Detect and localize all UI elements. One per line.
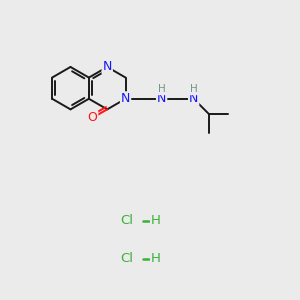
Text: O: O: [88, 111, 98, 124]
Text: N: N: [103, 61, 112, 74]
Text: Cl: Cl: [120, 252, 133, 266]
Text: H: H: [158, 84, 166, 94]
Text: Cl: Cl: [120, 214, 133, 227]
Text: N: N: [189, 92, 198, 105]
Text: N: N: [121, 92, 130, 105]
Text: H: H: [190, 84, 197, 94]
Text: H: H: [151, 252, 161, 266]
Text: N: N: [157, 92, 166, 105]
Text: H: H: [151, 214, 161, 227]
